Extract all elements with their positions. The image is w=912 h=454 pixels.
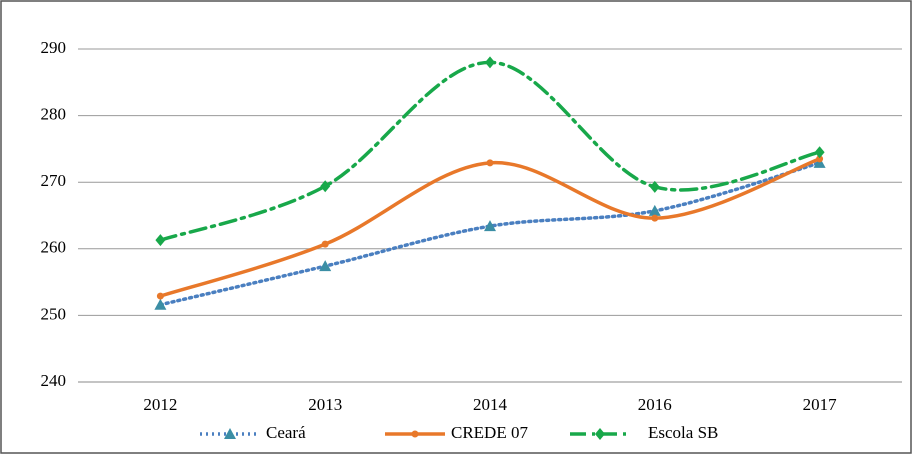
x-tick-label: 2012 [143, 395, 177, 414]
marker [648, 204, 661, 216]
marker [485, 56, 495, 69]
marker [319, 260, 332, 272]
marker [814, 146, 825, 159]
marker [411, 430, 419, 438]
marker [486, 159, 494, 167]
y-tick-label: 280 [41, 105, 67, 124]
x-tick-label: 2013 [308, 395, 342, 414]
marker [595, 428, 605, 440]
marker [320, 180, 331, 193]
y-tick-label: 260 [41, 238, 67, 257]
y-tick-label: 240 [41, 371, 67, 390]
marker [649, 180, 660, 193]
y-tick-label: 250 [41, 304, 67, 323]
x-tick-label: 2017 [803, 395, 838, 414]
marker [156, 292, 164, 300]
marker [321, 240, 329, 248]
marker [816, 155, 824, 163]
x-tick-label: 2016 [638, 395, 672, 414]
y-tick-label: 270 [41, 171, 67, 190]
marker [224, 428, 236, 439]
legend-label: Escola SB [648, 423, 718, 442]
marker [154, 298, 167, 310]
marker [651, 214, 659, 222]
x-tick-label: 2014 [473, 395, 508, 414]
y-tick-label: 290 [41, 38, 67, 57]
legend-label: Ceará [266, 423, 306, 442]
marker [484, 220, 496, 232]
legend-label: CREDE 07 [451, 423, 528, 442]
marker [155, 234, 166, 247]
